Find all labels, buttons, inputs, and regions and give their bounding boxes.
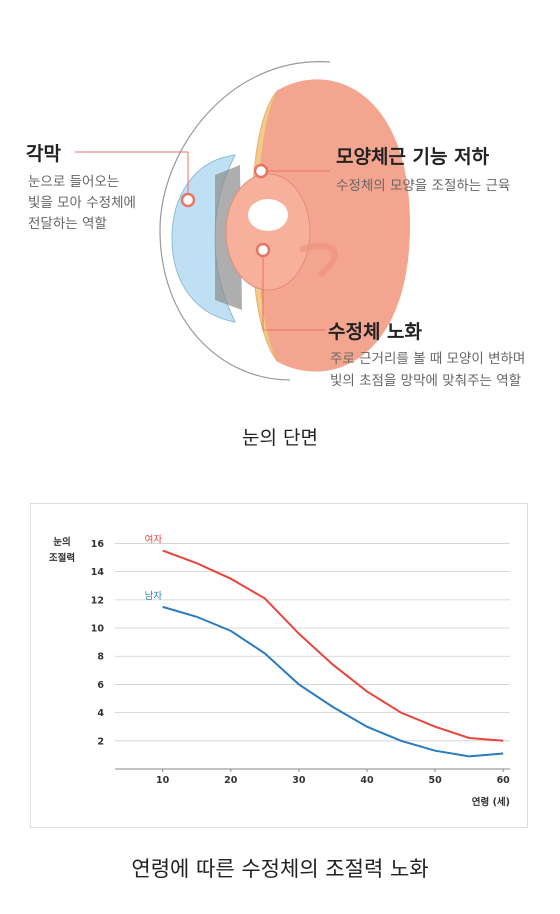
label-text: 빛을 모아 수정체에 [28,195,136,211]
line-series [162,549,504,742]
callout-dot [255,242,271,258]
label-text: 빛의 초점을 망막에 맞춰주는 역할 [330,373,521,389]
chart-title: 연령에 따른 수정체의 조절력 노화 [131,857,428,881]
label-text: 눈으로 들어오는 [28,174,119,190]
x-tick-label: 30 [292,775,306,786]
label-text: 수정체의 모양을 조절하는 근육 [336,178,510,194]
callout-dot [253,163,269,179]
lens-shade [299,243,338,278]
y-tick-label: 6 [97,680,104,691]
eye-diagram [75,61,410,381]
callout-line [262,250,325,331]
y-tick-label: 8 [97,652,104,663]
x-tick-label: 10 [156,775,170,786]
label-text: 전달하는 역할 [28,216,107,232]
eye-outline [159,61,331,381]
label-text: 주로 근거리를 볼 때 모양이 변하며 [330,351,525,367]
series-label: 여자 [145,534,163,546]
y-axis-label: 조절력 [49,552,75,564]
x-tick-label: 50 [428,775,442,786]
lens-highlight [248,199,288,231]
y-tick-label: 10 [91,624,105,635]
y-tick-label: 2 [97,736,104,747]
lens-shape [225,173,311,291]
diagram-caption: 눈의 단면 [242,427,318,449]
y-axis-label: 눈의 [53,536,70,548]
series-label: 남자 [145,591,163,602]
callout-dot [180,192,196,208]
x-tick-label: 60 [497,775,511,786]
vitreous [255,79,410,372]
line-series [162,605,504,758]
x-tick-label: 20 [224,775,238,786]
label-title: 모양체근 기능 저하 [336,146,490,168]
y-tick-label: 16 [91,539,105,550]
x-tick-label: 40 [360,775,374,786]
y-tick-label: 14 [91,567,105,578]
x-axis-label: 연령 (세) [472,796,510,808]
y-tick-label: 4 [97,708,104,719]
label-title: 수정체 노화 [328,321,423,343]
y-tick-label: 12 [91,595,104,606]
label-title: 각막 [26,143,61,165]
